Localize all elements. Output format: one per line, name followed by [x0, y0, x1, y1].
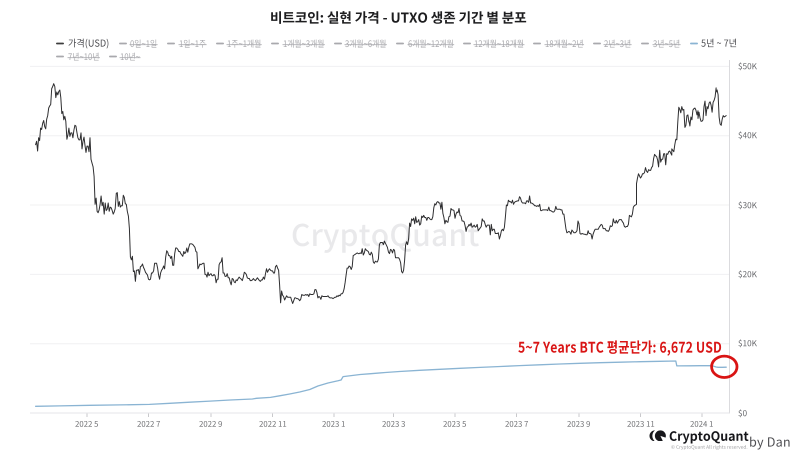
series-line — [34, 360, 727, 407]
legend-marker-icon — [689, 42, 698, 45]
x-axis-label — [504, 419, 530, 430]
x-axis-label — [198, 419, 224, 430]
legend-item-label — [700, 37, 739, 50]
x-axis-label — [689, 419, 715, 430]
x-axis-label — [381, 419, 407, 430]
legend-marker-icon — [533, 42, 541, 45]
legend-marker-icon — [108, 55, 117, 58]
chart-title — [269, 9, 528, 27]
x-axis-label — [566, 419, 592, 430]
legend-item-1w-1m[interactable] — [215, 38, 264, 50]
annotation-label — [517, 338, 723, 358]
legend-item-0d-1d[interactable] — [118, 38, 160, 50]
legend-marker-icon — [56, 42, 64, 45]
legend-marker-icon — [56, 55, 64, 58]
legend-item-label — [226, 38, 263, 50]
footer-brand-text[interactable] — [668, 428, 750, 445]
footer-byline — [748, 434, 792, 451]
legend-item-1d-1w[interactable] — [167, 38, 208, 50]
x-axis-label — [442, 419, 468, 430]
legend-item-label — [344, 38, 388, 50]
x-axis-label — [136, 419, 162, 430]
legend-item-2y-3y[interactable] — [592, 38, 634, 50]
legend-item-1m-3m[interactable] — [271, 38, 326, 50]
legend-marker-icon — [215, 42, 224, 45]
legend-marker-icon — [271, 42, 279, 45]
x-axis-label — [321, 419, 347, 430]
legend-item-label — [129, 38, 159, 50]
legend-item-12m-18m[interactable] — [462, 38, 526, 50]
legend-item-label — [652, 38, 682, 50]
legend-item-5y-7y[interactable] — [689, 37, 740, 50]
annotation-circle — [710, 354, 739, 379]
legend-item-7y-10y[interactable] — [56, 51, 101, 63]
y-axis-label — [737, 61, 758, 72]
legend-item-price-usd[interactable] — [56, 37, 111, 50]
legend-item-label — [119, 51, 142, 63]
legend — [56, 37, 756, 63]
legend-item-label — [67, 51, 101, 63]
legend-marker-icon — [641, 42, 649, 45]
legend-item-label — [67, 37, 111, 50]
series-line — [35, 83, 727, 304]
legend-item-label — [473, 38, 525, 50]
legend-item-label — [603, 38, 633, 50]
legend-marker-icon — [462, 42, 471, 45]
y-axis-label — [737, 269, 758, 280]
y-axis-label — [737, 130, 758, 141]
legend-item-3m-6m[interactable] — [333, 38, 389, 50]
y-axis-label — [737, 200, 758, 211]
x-axis-label — [258, 419, 288, 430]
legend-item-label — [407, 38, 455, 50]
y-axis-label — [737, 338, 758, 349]
legend-item-label — [544, 38, 585, 50]
legend-item-18m-2y[interactable] — [533, 38, 585, 50]
legend-marker-icon — [333, 42, 342, 45]
legend-item-label — [282, 38, 326, 50]
legend-item-10y-[interactable] — [108, 51, 143, 63]
legend-item-3y-5y[interactable] — [641, 38, 682, 50]
x-axis-label — [626, 419, 656, 430]
cryptoquant-logo-icon — [648, 429, 666, 442]
legend-marker-icon — [592, 42, 601, 45]
footer-copyright — [670, 444, 749, 451]
legend-marker-icon — [396, 42, 404, 45]
legend-marker-icon — [118, 42, 127, 45]
legend-item-label — [178, 38, 208, 50]
y-axis-label — [737, 408, 749, 419]
legend-marker-icon — [167, 42, 175, 45]
x-axis-label — [74, 419, 100, 430]
legend-item-6m-12m[interactable] — [396, 38, 455, 50]
